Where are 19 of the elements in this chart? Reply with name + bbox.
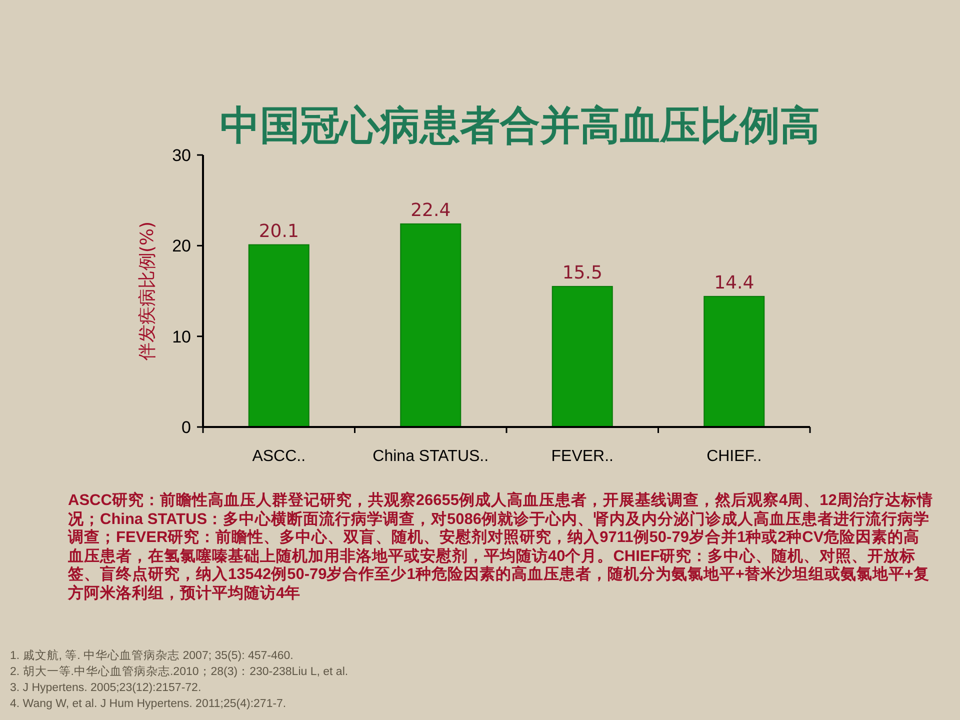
x-tick-label: FEVER.. (551, 448, 614, 465)
data-label: 22.4 (410, 200, 451, 221)
text: ASCC研究：前瞻性高血压人群登记研究，共观察26655例成人高血压患者，开展基线调查，然后观察4周、12周治疗达标情况；China STATUS：多中心横断面流行病学调查，对5086例就诊于心内、肾内及内分泌门诊成人高血压患者进行流行病学调查；FEVER研究：前瞻性、多中心、双盲、随机、安慰剂对照研究，纳入9711例50-79岁合并1种或2种CV危险因素的高血压患者，在氢氯噻嗪基础上随机加用非洛地平或安慰剂，平均随访40个月。CHIEF研究：多中心、随机、对照、开放标签、盲终点研究，纳入13542例50-79岁合作至少1种危险因素的高血压患者，随机分为氨氯地平+替米沙坦组或氨氯地平+复方阿米洛利组，预计平均随访4年 (68, 492, 934, 603)
x-tick-label: China STATUS.. (372, 448, 489, 465)
data-label: 15.5 (562, 262, 602, 284)
chart-title: 中国冠心病患者合并高血压比例高 (220, 103, 820, 149)
text: 1. 戚文航, 等. 中华心血管病杂志 2007; 35(5): 457-460. (10, 648, 294, 664)
data-label: 14.4 (714, 272, 754, 294)
x-tick-label: CHIEF.. (706, 448, 762, 465)
text: 3. J Hypertens. 2005;23(12):2157-72. (10, 681, 202, 696)
y-tick-label: 10 (172, 327, 191, 346)
text: 4. Wang W, et al. J Hum Hypertens. 2011;25(4):271-7. (10, 697, 288, 712)
text: 2. 胡大一等.中华心血管病杂志.2010；28(3)：230-238Liu L, et al. (10, 664, 348, 680)
data-label: 20.1 (258, 220, 299, 242)
y-tick-label: 20 (172, 236, 191, 256)
x-tick-label: ASCC.. (252, 448, 306, 465)
y-axis-title: 伴发疾病比例(%) (137, 221, 158, 361)
y-tick-label: 0 (182, 418, 191, 437)
y-tick-label: 30 (172, 146, 191, 165)
